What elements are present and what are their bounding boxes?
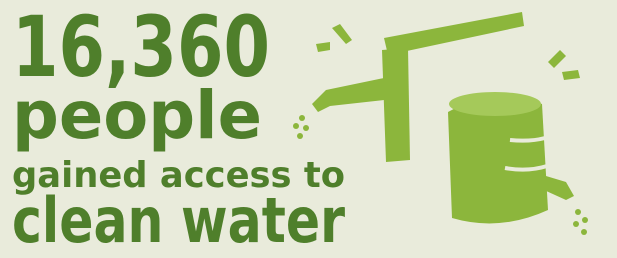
headline-line: clean water [12,184,345,257]
infographic: 16,360 people gained access to clean wat… [0,0,617,258]
headline-line: people [12,77,262,154]
